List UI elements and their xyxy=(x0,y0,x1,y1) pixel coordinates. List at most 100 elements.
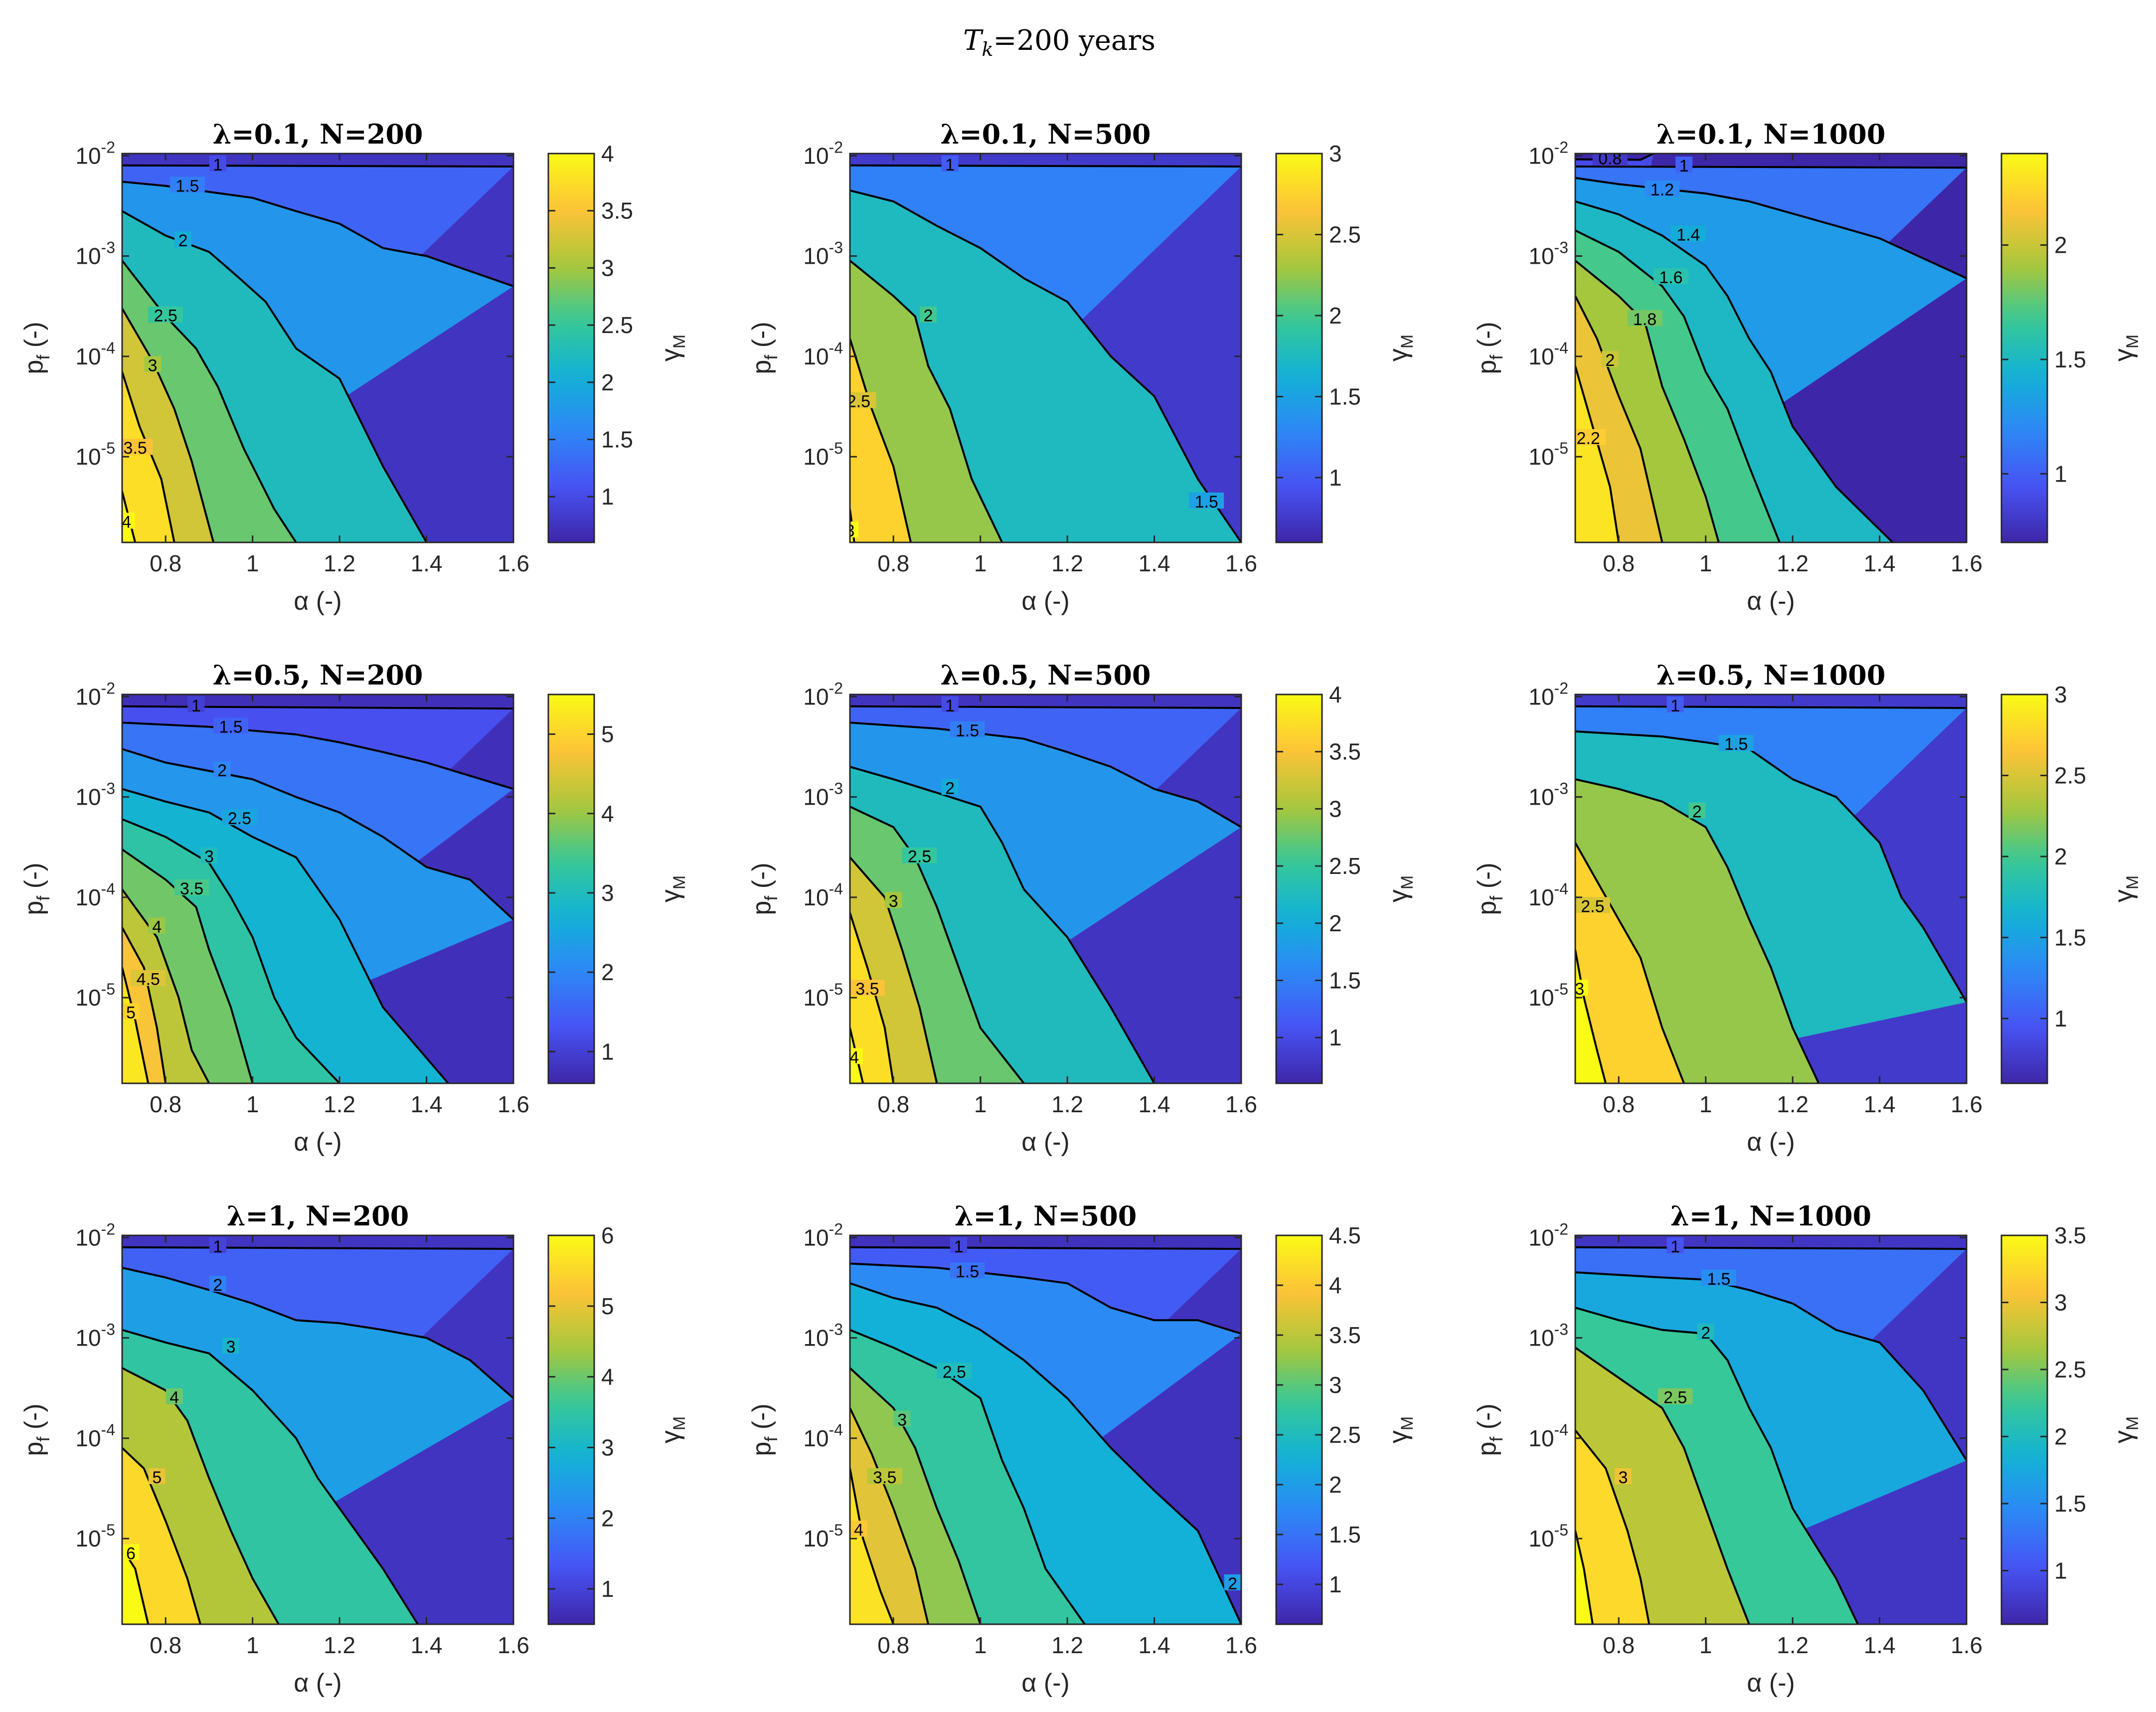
contour-line xyxy=(1575,778,1820,1083)
contour-label-bg xyxy=(893,1410,911,1427)
colorbar-label-base: γ xyxy=(1384,1430,1413,1443)
y-axis-label: pf (-) xyxy=(19,1403,53,1456)
contour-label-bg xyxy=(174,231,192,248)
contour-line xyxy=(122,849,254,1083)
contour-label-bg xyxy=(122,439,153,455)
contour-label: 1 xyxy=(945,696,955,715)
y-tick-exponent: -2 xyxy=(101,679,115,697)
subplot-title: λ=0.1, N=500 xyxy=(941,118,1151,150)
contour-label-bg xyxy=(885,892,902,908)
contour-line xyxy=(850,1367,982,1624)
y-tick-label: 10-4 xyxy=(75,1421,115,1451)
contour-label-bg xyxy=(148,306,183,323)
x-tick-label: 1.6 xyxy=(1951,1091,1983,1117)
y-tick-exponent: -4 xyxy=(1554,880,1568,898)
colorbar-label-base: γ xyxy=(656,1430,685,1443)
y-tick-base: 10 xyxy=(1528,1224,1554,1250)
contour-label-bg xyxy=(144,356,162,372)
contour-label: 4 xyxy=(122,513,131,531)
colorbar-label-sub: M xyxy=(670,335,689,348)
y-tick-label: 10-4 xyxy=(803,1421,843,1451)
contour-label: 1.5 xyxy=(1195,493,1218,512)
contour-label: 2.5 xyxy=(847,392,870,411)
contour-label-bg xyxy=(950,721,985,738)
contour-label: 2 xyxy=(213,1276,222,1295)
contour-label-bg xyxy=(166,1388,183,1404)
colorbar-tick-label: 3.5 xyxy=(601,198,633,224)
y-tick-label: 10-5 xyxy=(1528,980,1568,1011)
contour-label: 5 xyxy=(126,1003,136,1022)
contour-label: 1.5 xyxy=(1724,735,1748,754)
contour-label: 1 xyxy=(213,1237,222,1256)
x-tick-label: 1.4 xyxy=(1864,550,1896,576)
contour-label-bg xyxy=(222,809,257,826)
x-tick-label: 1.4 xyxy=(1139,1632,1170,1658)
y-tick-exponent: -2 xyxy=(829,679,843,697)
colorbar xyxy=(547,693,595,1084)
x-tick-label: 1.6 xyxy=(498,1632,529,1658)
colorbar-tick-label: 4 xyxy=(601,1364,614,1390)
x-tick-label: 0.8 xyxy=(1603,1632,1635,1658)
colorbar-tick-label: 3.5 xyxy=(2054,1222,2086,1248)
contour-label-bg xyxy=(867,1468,902,1484)
x-tick-label: 0.8 xyxy=(877,550,909,576)
axes-box xyxy=(1574,153,1968,543)
colorbar-label: γM xyxy=(1384,335,1417,361)
y-tick-label: 10-2 xyxy=(75,138,115,169)
contour-line xyxy=(122,721,513,790)
y-tick-label: 10-2 xyxy=(75,679,115,709)
y-tick-base: 10 xyxy=(1528,1325,1554,1351)
contour-label-bg xyxy=(1670,225,1706,242)
y-tick-exponent: -4 xyxy=(829,339,843,357)
x-tick-label: 0.8 xyxy=(150,550,181,576)
colorbar-tick-label: 2 xyxy=(1329,303,1342,329)
y-tick-base: 10 xyxy=(803,884,829,910)
contour-label-bg xyxy=(209,1237,226,1253)
y-tick-base: 10 xyxy=(75,684,101,709)
contour-label-bg xyxy=(1701,1269,1736,1286)
contour-label-bg xyxy=(1224,1574,1241,1590)
contour-line xyxy=(122,705,513,710)
contour-label-bg xyxy=(1718,735,1754,751)
subplot-title: λ=0.5, N=500 xyxy=(941,659,1151,691)
x-tick-label: 1 xyxy=(1699,550,1712,576)
y-tick-base: 10 xyxy=(803,1526,829,1551)
contour-label-bg xyxy=(1627,310,1662,327)
y-tick-base: 10 xyxy=(803,243,829,269)
subplot-title: λ=1, N=500 xyxy=(955,1200,1137,1232)
axes-box xyxy=(121,153,514,543)
contour-label: 3 xyxy=(148,356,158,375)
x-axis-label: α (-) xyxy=(294,1669,341,1698)
contour-label: 1.5 xyxy=(956,1262,979,1281)
x-tick-label: 1.2 xyxy=(324,550,355,576)
y-tick-label: 10-4 xyxy=(803,880,843,910)
y-tick-label: 10-2 xyxy=(803,679,843,709)
contour-label: 1.5 xyxy=(956,721,979,740)
y-tick-base: 10 xyxy=(1528,784,1554,810)
x-tick-label: 0.8 xyxy=(150,1632,181,1658)
contour-label: 1 xyxy=(1670,1237,1680,1256)
colorbar-tick-label: 1.5 xyxy=(2054,346,2086,372)
y-label-rest: (-) xyxy=(747,862,776,895)
contour-line xyxy=(850,260,1003,542)
subplot-6: 11.522.530.8 1 1.2 1.4 1.610-510-410-310-2 λ=… xyxy=(1473,659,2142,1157)
contour-label: 1 xyxy=(213,156,222,174)
x-tick-label: 1.2 xyxy=(1051,1091,1083,1117)
contour-label: 2.5 xyxy=(228,809,251,828)
contour-label-bg xyxy=(1697,1324,1714,1340)
contour-label: 1 xyxy=(1670,696,1680,715)
colorbar-label-sub: M xyxy=(670,1416,689,1430)
colorbar-tick-label: 3.5 xyxy=(1329,739,1361,765)
colorbar-tick-label: 2.5 xyxy=(1329,853,1361,879)
contour-label-bg xyxy=(950,1262,985,1279)
x-tick-label: 0.8 xyxy=(877,1091,909,1117)
y-tick-exponent: -5 xyxy=(829,980,843,998)
axes-box xyxy=(849,153,1242,543)
contour-label: 1.4 xyxy=(1676,225,1700,244)
x-tick-label: 1.4 xyxy=(1139,550,1170,576)
subplot-title: λ=1, N=1000 xyxy=(1670,1200,1871,1232)
contour-label: 3 xyxy=(1575,980,1584,999)
x-tick-label: 1.6 xyxy=(1225,1632,1257,1658)
colorbar-tick-label: 1 xyxy=(1329,1571,1342,1597)
subplot-8: 11.522.533.540.8 1 1.2 1.4 1.610-510-410-310… xyxy=(747,1200,1417,1698)
